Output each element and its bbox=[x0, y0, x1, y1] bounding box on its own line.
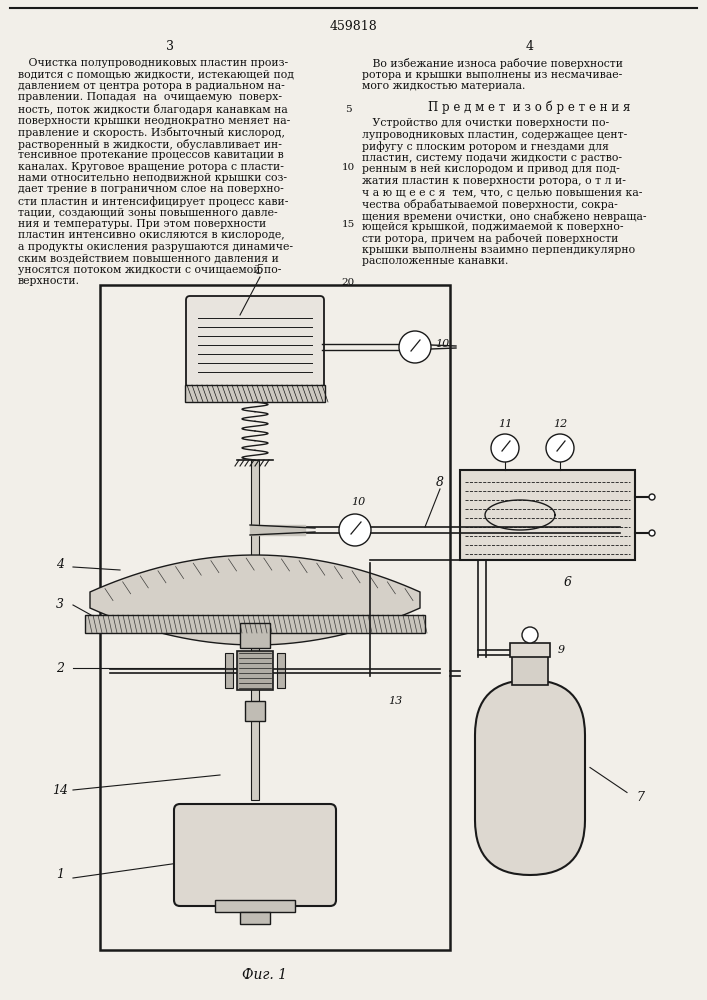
Text: пластин, систему подачи жидкости с раство-: пластин, систему подачи жидкости с раств… bbox=[362, 153, 622, 163]
Circle shape bbox=[399, 331, 431, 363]
Polygon shape bbox=[90, 555, 420, 645]
Text: 3: 3 bbox=[56, 598, 64, 611]
Text: 1: 1 bbox=[56, 868, 64, 882]
Bar bbox=[225, 653, 233, 688]
Text: 4: 4 bbox=[526, 40, 534, 53]
Bar bbox=[85, 615, 425, 633]
Text: 10: 10 bbox=[341, 163, 355, 172]
Text: 8: 8 bbox=[436, 477, 444, 489]
Text: ющейся крышкой, поджимаемой к поверхно-: ющейся крышкой, поджимаемой к поверхно- bbox=[362, 222, 624, 232]
Text: 15: 15 bbox=[341, 220, 355, 229]
Text: давлением от центра ротора в радиальном на-: давлением от центра ротора в радиальном … bbox=[18, 81, 285, 91]
Text: жатия пластин к поверхности ротора, о т л и-: жатия пластин к поверхности ротора, о т … bbox=[362, 176, 626, 186]
Text: нами относительно неподвижной крышки соз-: нами относительно неподвижной крышки соз… bbox=[18, 173, 287, 183]
Bar bbox=[240, 912, 270, 924]
Text: Очистка полупроводниковых пластин произ-: Очистка полупроводниковых пластин произ- bbox=[18, 58, 288, 68]
Text: 10: 10 bbox=[351, 497, 365, 507]
Circle shape bbox=[649, 494, 655, 500]
Circle shape bbox=[339, 514, 371, 546]
Text: поверхности крышки неоднократно меняет на-: поверхности крышки неоднократно меняет н… bbox=[18, 115, 291, 125]
Text: 20: 20 bbox=[341, 278, 355, 287]
Polygon shape bbox=[252, 526, 290, 534]
Text: крышки выполнены взаимно перпендикулярно: крышки выполнены взаимно перпендикулярно bbox=[362, 245, 635, 255]
Bar bbox=[251, 460, 259, 800]
Text: 13: 13 bbox=[388, 696, 402, 706]
Text: ротора и крышки выполнены из несмачивае-: ротора и крышки выполнены из несмачивае- bbox=[362, 70, 622, 80]
Bar bbox=[185, 385, 325, 402]
Text: тенсивное протекание процессов кавитации в: тенсивное протекание процессов кавитации… bbox=[18, 150, 284, 160]
Text: пластин интенсивно окисляются в кислороде,: пластин интенсивно окисляются в кислород… bbox=[18, 231, 285, 240]
Text: 459818: 459818 bbox=[329, 20, 377, 33]
Bar bbox=[240, 623, 270, 648]
Bar bbox=[512, 650, 548, 685]
Text: щения времени очистки, оно снабжено невраща-: щения времени очистки, оно снабжено невр… bbox=[362, 211, 646, 222]
Bar bbox=[215, 900, 295, 912]
Text: 5: 5 bbox=[345, 105, 351, 114]
Bar bbox=[510, 643, 550, 657]
Circle shape bbox=[491, 434, 519, 462]
Text: 7: 7 bbox=[636, 791, 644, 804]
Text: 9: 9 bbox=[558, 645, 565, 655]
Text: дает трение в пограничном слое на поверхно-: дает трение в пограничном слое на поверх… bbox=[18, 184, 284, 194]
Text: чества обрабатываемой поверхности, сокра-: чества обрабатываемой поверхности, сокра… bbox=[362, 199, 618, 210]
Text: тации, создающий зоны повышенного давле-: тации, создающий зоны повышенного давле- bbox=[18, 208, 278, 218]
Text: ния и температуры. При этом поверхности: ния и температуры. При этом поверхности bbox=[18, 219, 267, 229]
Text: 14: 14 bbox=[52, 784, 68, 796]
Text: Во избежание износа рабочие поверхности: Во избежание износа рабочие поверхности bbox=[362, 58, 623, 69]
Text: расположенные канавки.: расположенные канавки. bbox=[362, 256, 508, 266]
Bar bbox=[237, 651, 273, 690]
Text: мого жидкостью материала.: мого жидкостью материала. bbox=[362, 81, 525, 91]
Bar bbox=[277, 653, 285, 688]
Text: 5: 5 bbox=[256, 264, 264, 277]
Text: верхности.: верхности. bbox=[18, 276, 80, 286]
FancyBboxPatch shape bbox=[186, 296, 324, 394]
Text: ч а ю щ е е с я  тем, что, с целью повышения ка-: ч а ю щ е е с я тем, что, с целью повыше… bbox=[362, 188, 643, 198]
Text: 3: 3 bbox=[166, 40, 174, 53]
Text: правлении. Попадая  на  очищаемую  поверх-: правлении. Попадая на очищаемую поверх- bbox=[18, 93, 282, 103]
Text: сти ротора, причем на рабочей поверхности: сти ротора, причем на рабочей поверхност… bbox=[362, 233, 619, 244]
FancyBboxPatch shape bbox=[174, 804, 336, 906]
Bar bbox=[245, 701, 265, 721]
Text: 2: 2 bbox=[56, 662, 64, 674]
Text: ность, поток жидкости благодаря канавкам на: ность, поток жидкости благодаря канавкам… bbox=[18, 104, 288, 115]
Text: каналах. Круговое вращение ротора с пласти-: каналах. Круговое вращение ротора с плас… bbox=[18, 161, 284, 172]
Text: сти пластин и интенсифицирует процесс кави-: сти пластин и интенсифицирует процесс ка… bbox=[18, 196, 288, 207]
Text: Устройство для очистки поверхности по-: Устройство для очистки поверхности по- bbox=[362, 118, 609, 128]
Text: 10: 10 bbox=[435, 339, 449, 349]
Text: водится с помощью жидкости, истекающей под: водится с помощью жидкости, истекающей п… bbox=[18, 70, 294, 80]
Circle shape bbox=[546, 434, 574, 462]
FancyBboxPatch shape bbox=[475, 680, 585, 875]
Text: уносятся потоком жидкости с очищаемой по-: уносятся потоком жидкости с очищаемой по… bbox=[18, 265, 281, 275]
Text: лупроводниковых пластин, содержащее цент-: лупроводниковых пластин, содержащее цент… bbox=[362, 130, 627, 140]
Circle shape bbox=[649, 530, 655, 536]
Text: П р е д м е т  и з о б р е т е н и я: П р е д м е т и з о б р е т е н и я bbox=[428, 101, 631, 114]
Text: 11: 11 bbox=[498, 419, 512, 429]
Text: ским воздействием повышенного давления и: ским воздействием повышенного давления и bbox=[18, 253, 279, 263]
Text: рифугу с плоским ротором и гнездами для: рифугу с плоским ротором и гнездами для bbox=[362, 141, 609, 152]
Text: 4: 4 bbox=[56, 558, 64, 572]
Circle shape bbox=[522, 627, 538, 643]
Text: 12: 12 bbox=[553, 419, 567, 429]
Bar bbox=[460, 470, 635, 560]
Text: 6: 6 bbox=[563, 576, 571, 588]
Text: Фиг. 1: Фиг. 1 bbox=[243, 968, 288, 982]
Text: ренным в ней кислородом и привод для под-: ренным в ней кислородом и привод для под… bbox=[362, 164, 620, 174]
Bar bbox=[100, 285, 450, 950]
Text: правление и скорость. Избыточный кислород,: правление и скорость. Избыточный кислоро… bbox=[18, 127, 285, 138]
Text: растворенный в жидкости, обуславливает ин-: растворенный в жидкости, обуславливает и… bbox=[18, 138, 282, 149]
Text: а продукты окисления разрушаются динамиче-: а продукты окисления разрушаются динамич… bbox=[18, 242, 293, 252]
